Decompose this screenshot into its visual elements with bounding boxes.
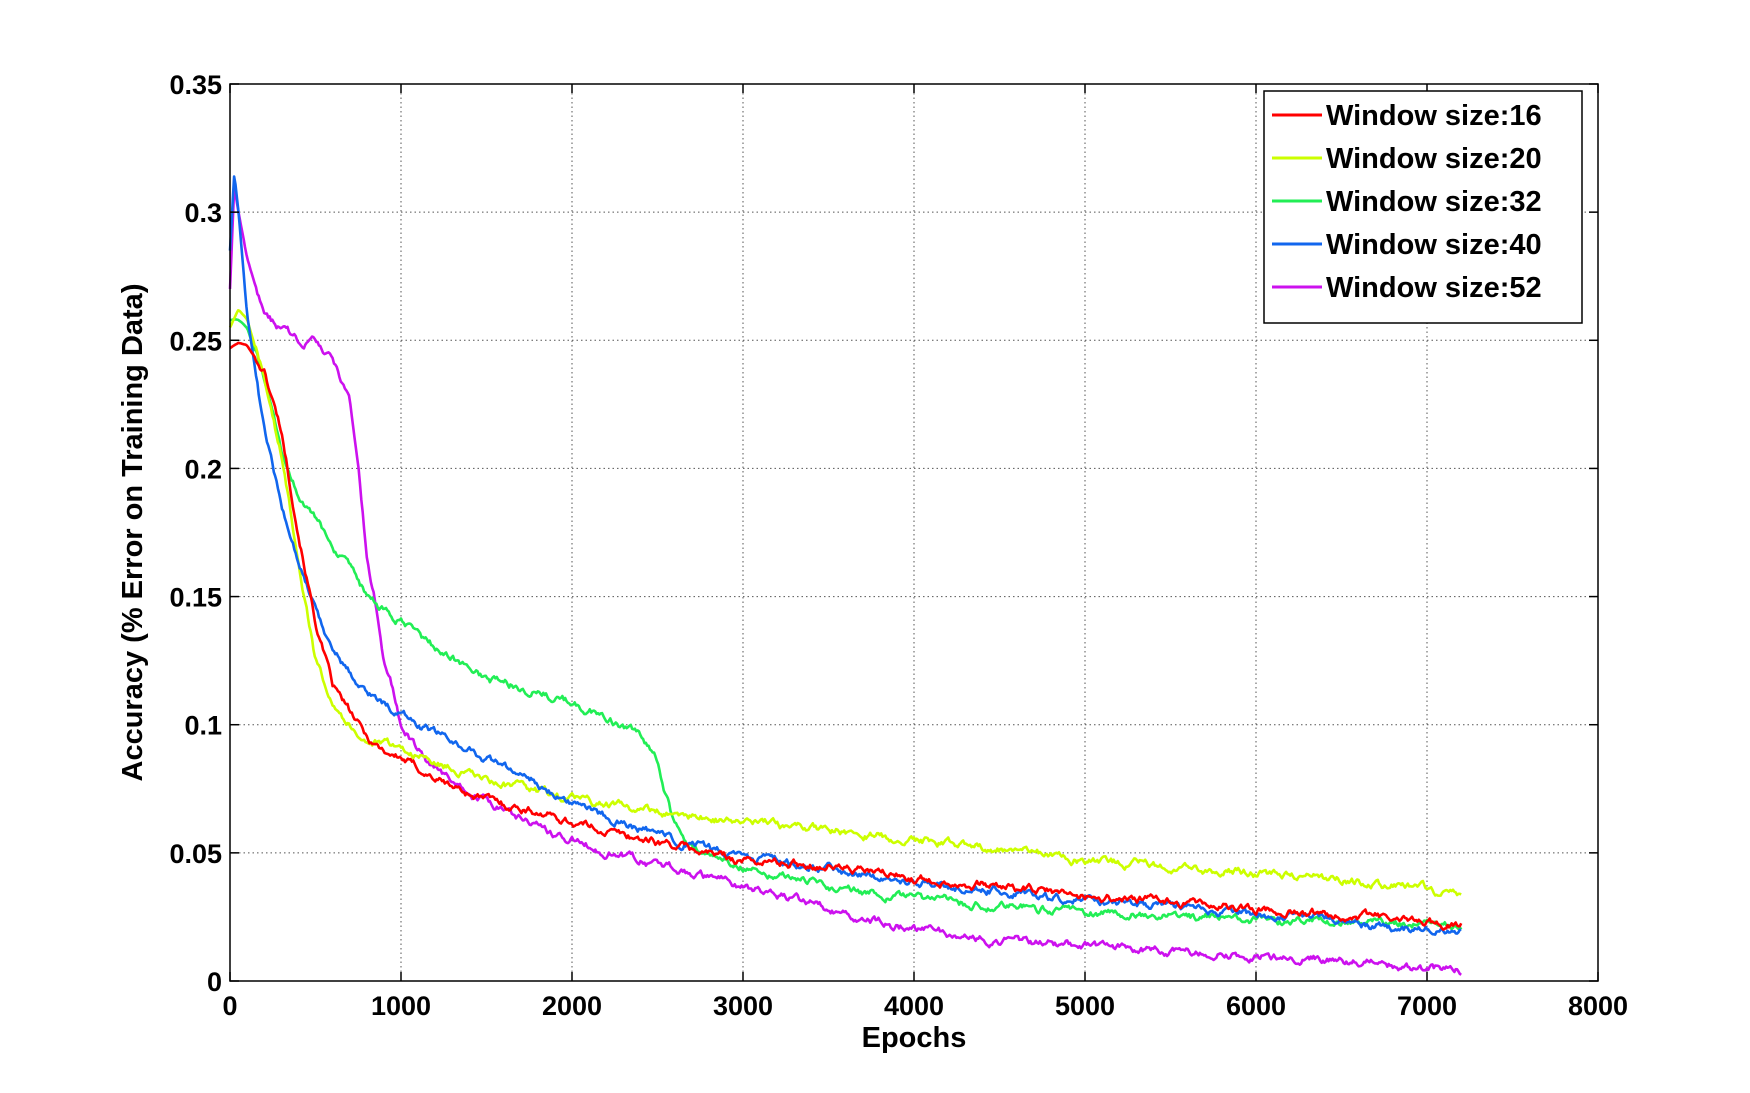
y-tick-labels: 0 0.05 0.1 0.15 0.2 0.25 0.3 0.35 <box>169 70 222 997</box>
series-line-3 <box>229 317 1463 931</box>
x-tick-labels: 0 1000 2000 3000 4000 5000 6000 7000 8000 <box>222 991 1628 1021</box>
legend-label: Window size:40 <box>1326 229 1542 261</box>
legend-label: Window size:32 <box>1326 186 1542 218</box>
y-tick-label: 0 <box>207 967 222 997</box>
x-tick-label: 5000 <box>1055 991 1115 1021</box>
x-axis-label: Epochs <box>862 1022 967 1054</box>
y-tick-label: 0.15 <box>169 583 222 613</box>
y-tick-label: 0.2 <box>184 454 222 484</box>
axis-ticks <box>229 83 1599 982</box>
y-tick-label: 0.25 <box>169 326 222 356</box>
series-lines <box>228 175 1463 976</box>
legend: Window size:16 Window size:20 Window size:… <box>1263 90 1583 324</box>
series-line-5 <box>228 189 1462 976</box>
x-tick-label: 4000 <box>884 991 944 1021</box>
x-tick-label: 8000 <box>1568 991 1628 1021</box>
x-tick-label: 3000 <box>713 991 773 1021</box>
x-tick-label: 0 <box>222 991 237 1021</box>
legend-label: Window size:16 <box>1326 100 1542 132</box>
x-tick-label: 6000 <box>1226 991 1286 1021</box>
x-tick-label: 2000 <box>542 991 602 1021</box>
y-tick-label: 0.1 <box>184 711 222 741</box>
x-tick-label: 7000 <box>1397 991 1457 1021</box>
y-axis-label: Accuracy (% Error on Training Data) <box>117 284 149 782</box>
series-line-2 <box>228 308 1462 898</box>
legend-label: Window size:52 <box>1326 272 1542 304</box>
grid-lines <box>230 84 1598 981</box>
y-tick-label: 0.05 <box>169 839 222 869</box>
y-tick-label: 0.3 <box>184 198 222 228</box>
series-line-1 <box>229 341 1463 932</box>
legend-box <box>1263 90 1583 324</box>
y-tick-label: 0.35 <box>169 70 222 100</box>
x-tick-label: 1000 <box>371 991 431 1021</box>
legend-label: Window size:20 <box>1326 143 1542 175</box>
